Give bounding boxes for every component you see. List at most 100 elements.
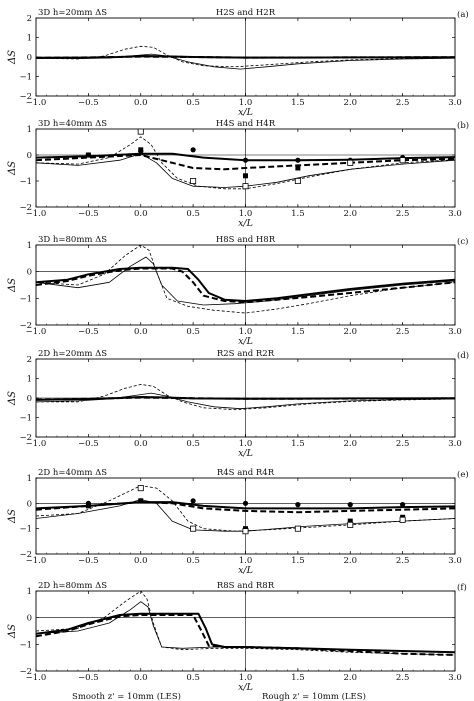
y-tick-label: −2 xyxy=(19,667,32,677)
x-tick-label: 1.5 xyxy=(291,98,305,108)
x-tick-label: 2.5 xyxy=(396,673,410,683)
marker-open-square xyxy=(294,177,301,184)
panel-title: 2D h=40mm ΔS xyxy=(38,468,107,478)
x-tick-label: −0.5 xyxy=(78,673,99,683)
series-thin-solid-line xyxy=(36,392,455,410)
series-thick-dash-line xyxy=(36,614,455,656)
case-label: R2S and R2R xyxy=(217,349,275,359)
x-tick-label: 1.5 xyxy=(291,556,305,566)
x-axis-label: x/L xyxy=(238,565,253,576)
marker-filled-square xyxy=(85,503,91,509)
y-tick-label: 2 xyxy=(27,355,32,365)
panel-e: −1.0 −0.5 0.0 0.5 1.0 1.5 2.0 2.5 3.0 −2 −1 0 1 ΔS x/L… xyxy=(7,468,469,576)
panel-letter: (f) xyxy=(457,582,467,593)
x-tick-label: 3.0 xyxy=(448,439,462,449)
x-tick-label: 2.0 xyxy=(343,98,357,108)
x-tick-label: 1.5 xyxy=(291,673,305,683)
x-tick-label: 1.0 xyxy=(239,673,253,683)
panel-b: −1.0 −0.5 0.0 0.5 1.0 1.5 2.0 2.5 3.0 −2 −1 0 1 ΔS x/L… xyxy=(7,119,469,229)
x-tick-label: −0.5 xyxy=(78,98,99,108)
x-tick-label: 1.5 xyxy=(291,439,305,449)
x-tick-label: −1.0 xyxy=(26,556,47,566)
marker-open-square xyxy=(294,525,301,532)
y-tick-label: 0 xyxy=(27,394,32,404)
series-thick-solid-line xyxy=(36,266,455,302)
x-tick-label: −0.5 xyxy=(78,327,99,337)
marker-filled-circle xyxy=(295,502,301,508)
panel-f: −1.0 −0.5 0.0 0.5 1.0 1.5 2.0 2.5 3.0 −2 −1 0 1 ΔS x/L… xyxy=(7,581,467,693)
x-axis-label: x/L xyxy=(238,107,253,118)
marker-filled-square xyxy=(138,498,144,504)
x-tick-label: 1.0 xyxy=(239,327,253,337)
marker-filled-circle xyxy=(242,500,249,506)
panel-d: −1.0 −0.5 0.0 0.5 1.0 1.5 2.0 2.5 3.0 −2 −1 0 1 2 ΔS x/… xyxy=(7,349,469,459)
series-group xyxy=(36,45,455,70)
x-tick-label: 0.5 xyxy=(186,98,200,108)
y-tick-label: −2 xyxy=(19,92,32,102)
case-label: R4S and R4R xyxy=(217,468,275,478)
x-tick-label: 3.0 xyxy=(448,673,462,683)
x-tick-label: 1.0 xyxy=(239,556,253,566)
series-thick-dash-line xyxy=(36,501,455,514)
panel-letter: (a) xyxy=(457,9,469,20)
x-axis-label: x/L xyxy=(238,218,253,229)
legend-smooth-label: Smooth z' = 10mm (LES) xyxy=(72,691,181,701)
panel-letter: (e) xyxy=(457,469,469,480)
x-tick-label: −0.5 xyxy=(78,556,99,566)
marker-open-square xyxy=(190,525,197,532)
x-tick-label: 2.0 xyxy=(343,673,357,683)
x-tick-label: 2.0 xyxy=(343,556,357,566)
series-thin-dash-line xyxy=(36,383,455,411)
y-tick-label: −1 xyxy=(19,294,32,304)
series-thick-solid-line xyxy=(36,501,455,510)
marker-filled-square xyxy=(138,147,144,153)
y-tick-label: −1 xyxy=(19,177,32,187)
case-label: R8S and R8R xyxy=(217,581,275,591)
x-tick-label: 0.0 xyxy=(134,556,148,566)
x-tick-label: 2.0 xyxy=(343,327,357,337)
series-thick-dash-line xyxy=(36,55,455,59)
series-thin-solid-line xyxy=(36,256,455,306)
marker-filled-circle xyxy=(400,502,406,508)
x-tick-label: −1.0 xyxy=(26,98,47,108)
marker-filled-circle xyxy=(190,147,196,153)
x-tick-label: −0.5 xyxy=(78,439,99,449)
panel-letter: (d) xyxy=(457,350,469,361)
y-tick-label: −2 xyxy=(19,321,32,331)
panel-c: −1.0 −0.5 0.0 0.5 1.0 1.5 2.0 2.5 3.0 −2 −1 0 1 ΔS x/L… xyxy=(7,235,468,347)
y-tick-label: 1 xyxy=(27,34,32,44)
marker-filled-square xyxy=(347,518,353,524)
y-axis-label: ΔS xyxy=(7,624,18,639)
x-tick-label: −0.5 xyxy=(78,209,99,219)
marker-open-square xyxy=(190,177,197,184)
y-tick-label: 1 xyxy=(27,375,32,385)
x-tick-label: 2.5 xyxy=(396,556,410,566)
x-tick-label: −1.0 xyxy=(26,673,47,683)
y-axis-label: ΔS xyxy=(7,50,18,65)
marker-open-square xyxy=(399,516,406,523)
panels: −1.0 −0.5 0.0 0.5 1.0 1.5 2.0 2.5 3.0 −2 −1 0 1 2 ΔS x/… xyxy=(7,8,469,693)
x-tick-label: 0.5 xyxy=(186,327,200,337)
y-tick-label: −1 xyxy=(19,73,32,83)
series-thick-dash-line xyxy=(36,154,455,171)
y-axis-label: ΔS xyxy=(7,278,18,293)
marker-open-square xyxy=(347,159,354,166)
x-tick-label: 0.0 xyxy=(134,327,148,337)
x-tick-label: 1.0 xyxy=(239,439,253,449)
marker-open-square xyxy=(242,183,249,190)
y-tick-label: 0 xyxy=(27,614,32,624)
marker-filled-circle xyxy=(190,498,196,504)
x-tick-label: 3.0 xyxy=(448,98,462,108)
y-tick-label: −2 xyxy=(19,203,32,213)
x-tick-label: 0.5 xyxy=(186,556,200,566)
marker-filled-circle xyxy=(347,502,353,508)
marker-open-square xyxy=(137,129,144,135)
y-tick-label: 1 xyxy=(27,125,32,135)
series-thin-dash-line xyxy=(36,45,455,68)
y-tick-label: −1 xyxy=(19,525,32,535)
series-thin-solid-line xyxy=(36,499,455,532)
x-tick-label: 2.5 xyxy=(396,327,410,337)
series-thin-solid-line xyxy=(36,53,455,70)
marker-filled-circle xyxy=(242,157,249,163)
marker-filled-circle xyxy=(295,157,301,163)
